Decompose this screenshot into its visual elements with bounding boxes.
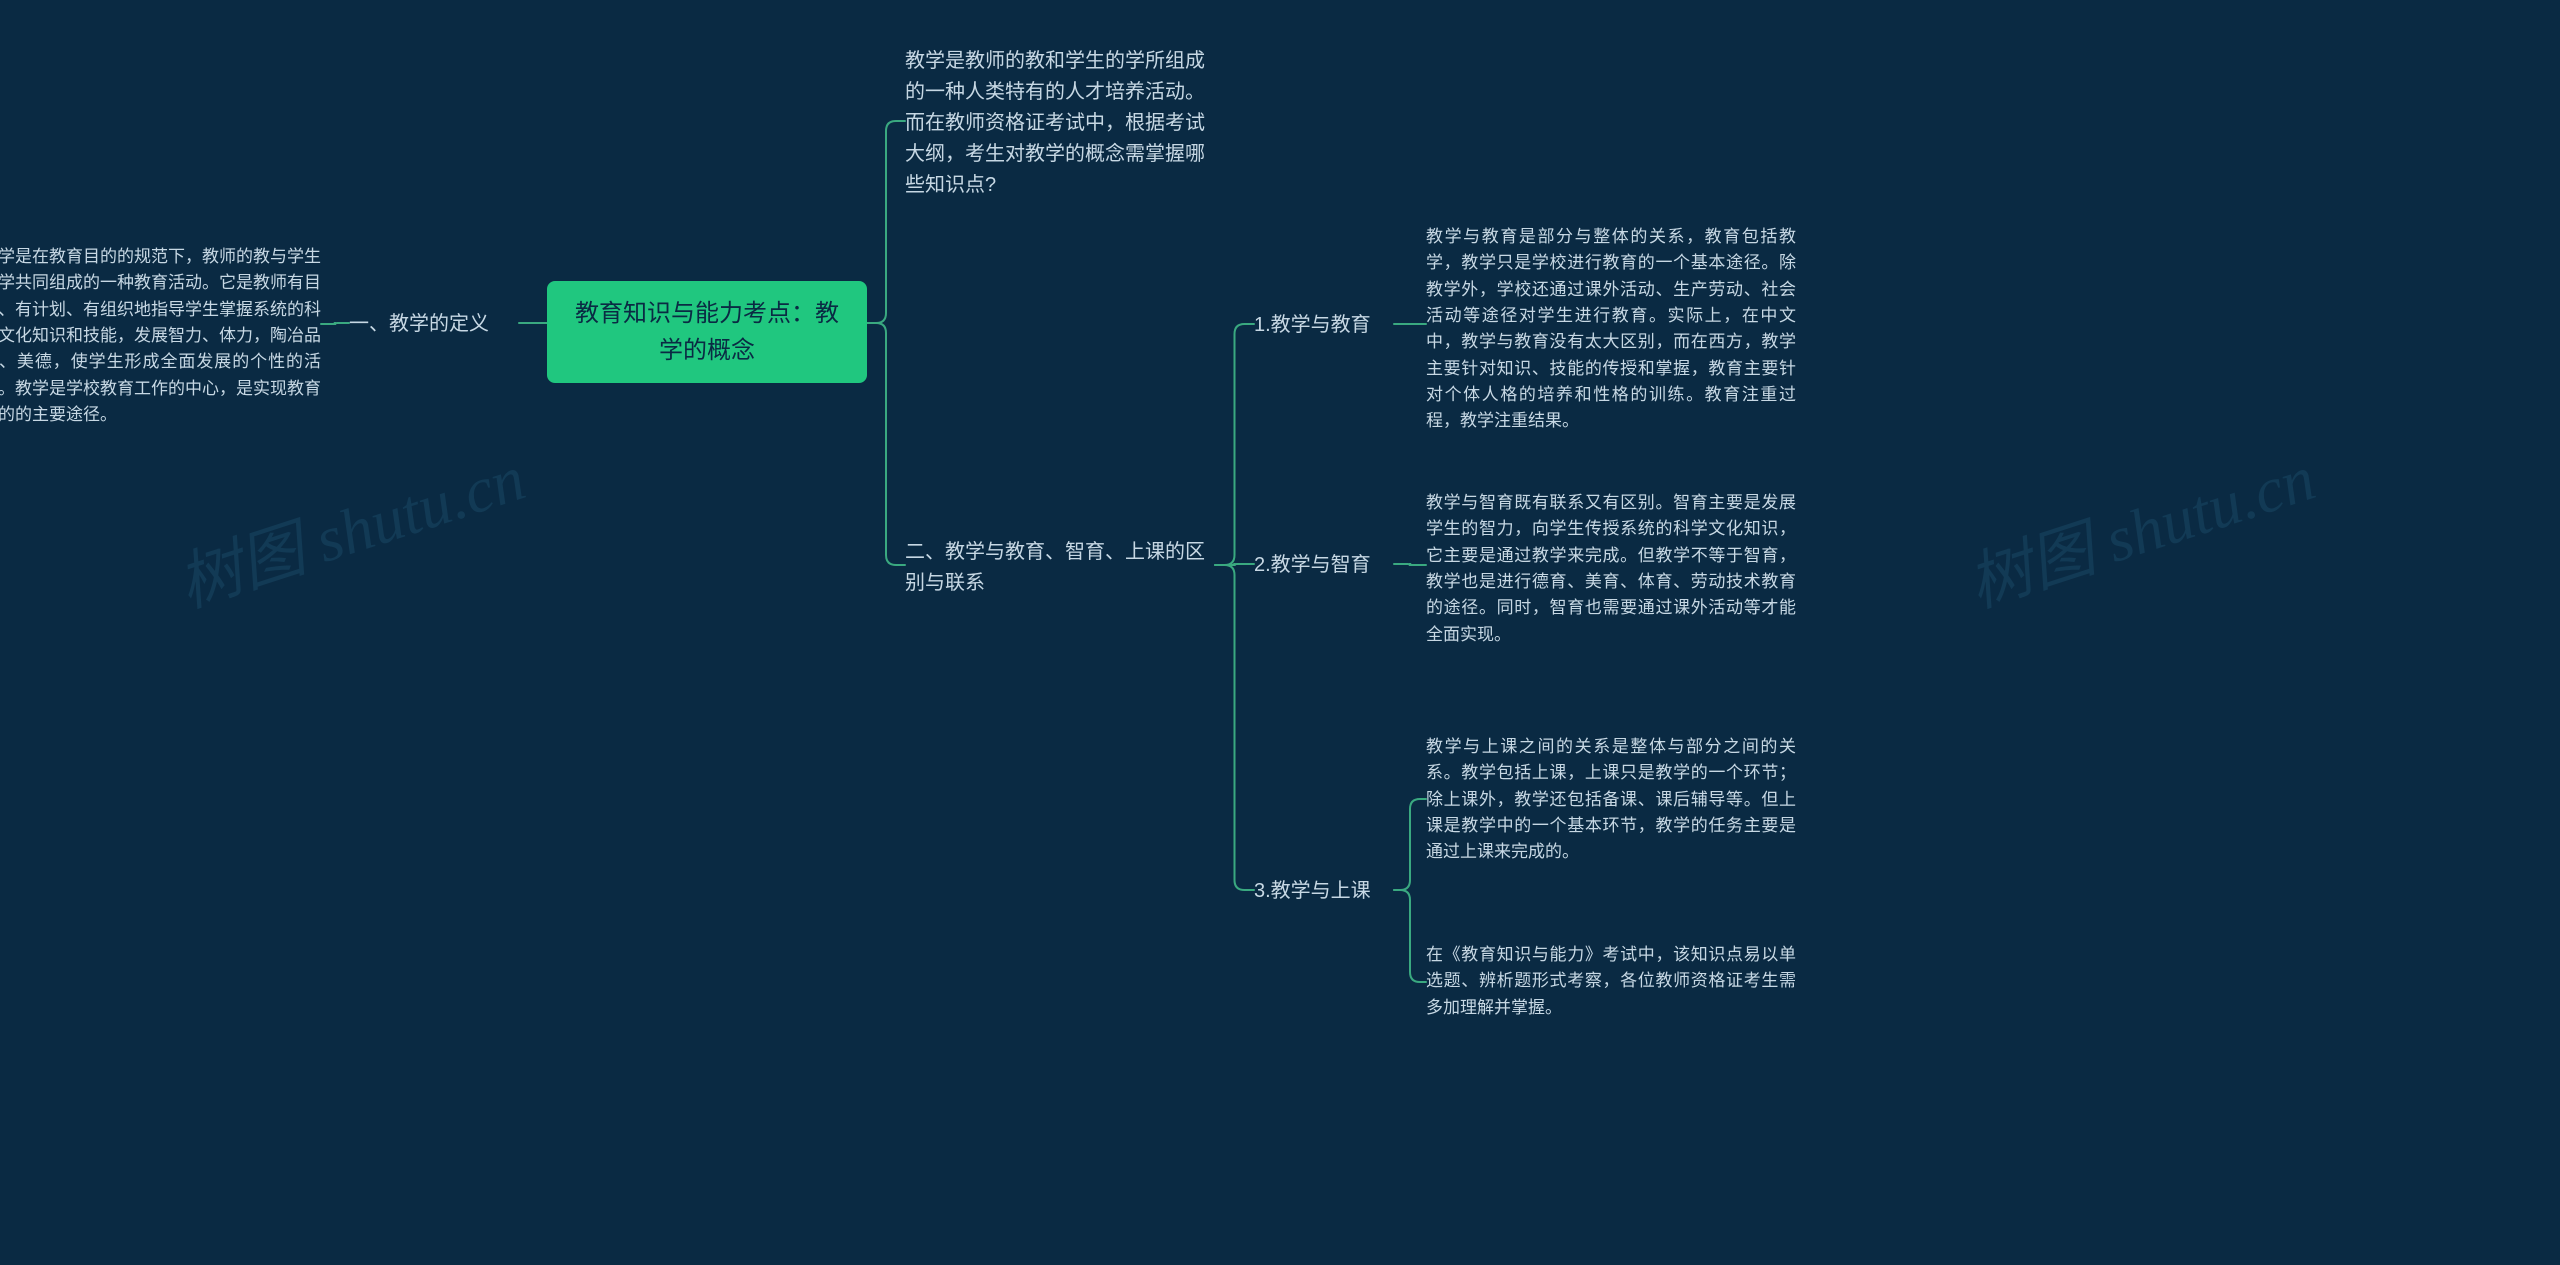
node-compare-class[interactable]: 3.教学与上课 (1254, 876, 1394, 907)
leaf-compare-education: 教学与教育是部分与整体的关系，教育包括教学，教学只是学校进行教育的一个基本途径。… (1426, 224, 1796, 435)
leaf-compare-class-2: 在《教育知识与能力》考试中，该知识点易以单选题、辨析题形式考察，各位教师资格证考… (1426, 942, 1796, 1021)
watermark-1: 树图 shutu.cn (165, 427, 535, 625)
node-intro[interactable]: 教学是教师的教和学生的学所组成的一种人类特有的人才培养活动。而在教师资格证考试中… (905, 46, 1215, 201)
node-definition[interactable]: 一、教学的定义 (349, 309, 519, 340)
watermark-2: 树图 shutu.cn (1955, 427, 2325, 625)
mindmap-canvas: 树图 shutu.cn 树图 shutu.cn 教育知识与能力考点：教学的概念 … (0, 0, 2560, 1265)
node-compare-intellect[interactable]: 2.教学与智育 (1254, 550, 1394, 581)
node-compare[interactable]: 二、教学与教育、智育、上课的区别与联系 (905, 537, 1215, 599)
edge-layer (0, 0, 2560, 1265)
leaf-compare-class-1: 教学与上课之间的关系是整体与部分之间的关系。教学包括上课，上课只是教学的一个环节… (1426, 734, 1796, 866)
node-compare-education[interactable]: 1.教学与教育 (1254, 310, 1394, 341)
root-node[interactable]: 教育知识与能力考点：教学的概念 (547, 281, 867, 383)
leaf-compare-intellect: 教学与智育既有联系又有区别。智育主要是发展学生的智力，向学生传授系统的科学文化知… (1426, 490, 1796, 648)
leaf-definition-text: 教学是在教育目的的规范下，教师的教与学生的学共同组成的一种教育活动。它是教师有目… (0, 244, 321, 428)
